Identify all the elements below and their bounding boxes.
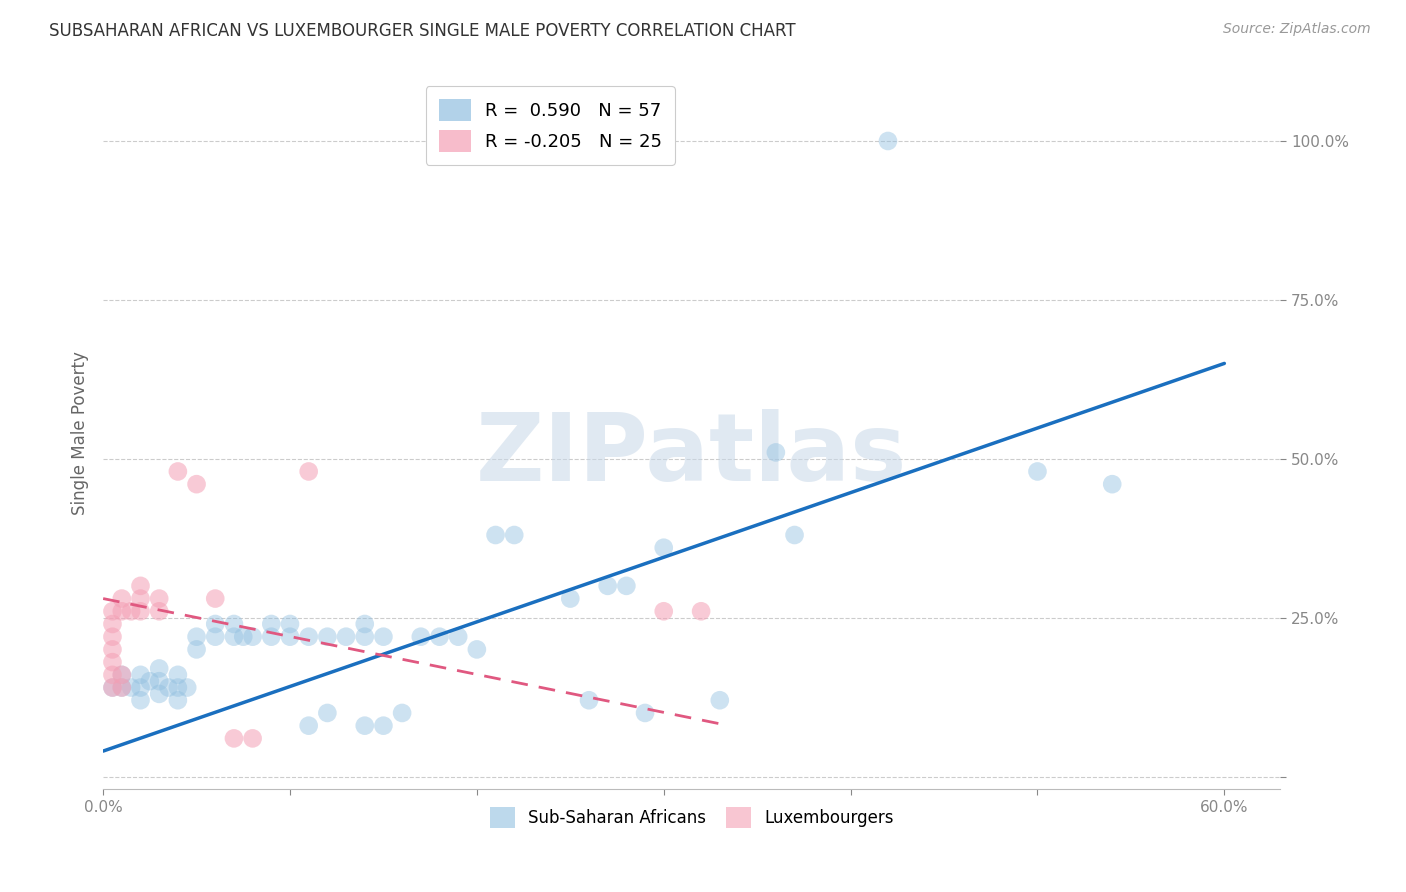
Point — [242, 630, 264, 644]
Point — [298, 719, 321, 733]
Point — [101, 681, 124, 695]
Point — [298, 630, 321, 644]
Point — [111, 681, 134, 695]
Point — [129, 693, 152, 707]
Point — [278, 617, 301, 632]
Point — [120, 681, 142, 695]
Point — [148, 674, 170, 689]
Point — [614, 579, 637, 593]
Point — [596, 579, 619, 593]
Point — [316, 706, 339, 720]
Point — [111, 681, 134, 695]
Point — [111, 604, 134, 618]
Point — [222, 731, 245, 746]
Point — [148, 591, 170, 606]
Point — [101, 668, 124, 682]
Point — [260, 630, 283, 644]
Point — [129, 668, 152, 682]
Point — [167, 681, 190, 695]
Text: SUBSAHARAN AFRICAN VS LUXEMBOURGER SINGLE MALE POVERTY CORRELATION CHART: SUBSAHARAN AFRICAN VS LUXEMBOURGER SINGL… — [49, 22, 796, 40]
Point — [148, 687, 170, 701]
Point — [139, 674, 162, 689]
Point — [429, 630, 451, 644]
Point — [353, 630, 375, 644]
Point — [111, 591, 134, 606]
Point — [373, 630, 395, 644]
Point — [129, 591, 152, 606]
Point — [111, 668, 134, 682]
Point — [578, 693, 600, 707]
Point — [1101, 477, 1123, 491]
Point — [391, 706, 413, 720]
Point — [204, 617, 226, 632]
Point — [1026, 465, 1049, 479]
Legend: Sub-Saharan Africans, Luxembourgers: Sub-Saharan Africans, Luxembourgers — [484, 801, 900, 834]
Point — [690, 604, 713, 618]
Point — [232, 630, 254, 644]
Point — [101, 642, 124, 657]
Point — [260, 617, 283, 632]
Point — [204, 591, 226, 606]
Point — [316, 630, 339, 644]
Point — [298, 465, 321, 479]
Point — [242, 731, 264, 746]
Point — [484, 528, 506, 542]
Point — [111, 668, 134, 682]
Point — [335, 630, 357, 644]
Point — [222, 630, 245, 644]
Point — [148, 661, 170, 675]
Point — [167, 693, 190, 707]
Point — [101, 681, 124, 695]
Point — [373, 719, 395, 733]
Point — [120, 604, 142, 618]
Point — [877, 134, 900, 148]
Point — [157, 681, 180, 695]
Point — [129, 681, 152, 695]
Point — [148, 604, 170, 618]
Point — [204, 630, 226, 644]
Point — [634, 706, 657, 720]
Text: ZIPatlas: ZIPatlas — [477, 409, 907, 500]
Point — [709, 693, 731, 707]
Point — [101, 617, 124, 632]
Point — [447, 630, 470, 644]
Y-axis label: Single Male Poverty: Single Male Poverty — [72, 351, 89, 516]
Point — [167, 668, 190, 682]
Point — [101, 655, 124, 669]
Point — [167, 465, 190, 479]
Text: Source: ZipAtlas.com: Source: ZipAtlas.com — [1223, 22, 1371, 37]
Point — [129, 604, 152, 618]
Point — [101, 604, 124, 618]
Point — [186, 477, 208, 491]
Point — [652, 604, 675, 618]
Point — [765, 445, 787, 459]
Point — [409, 630, 432, 644]
Point — [560, 591, 582, 606]
Point — [652, 541, 675, 555]
Point — [783, 528, 806, 542]
Point — [353, 719, 375, 733]
Point — [503, 528, 526, 542]
Point — [465, 642, 488, 657]
Point — [176, 681, 198, 695]
Point — [353, 617, 375, 632]
Point — [186, 642, 208, 657]
Point — [278, 630, 301, 644]
Point — [101, 630, 124, 644]
Point — [186, 630, 208, 644]
Point — [129, 579, 152, 593]
Point — [222, 617, 245, 632]
